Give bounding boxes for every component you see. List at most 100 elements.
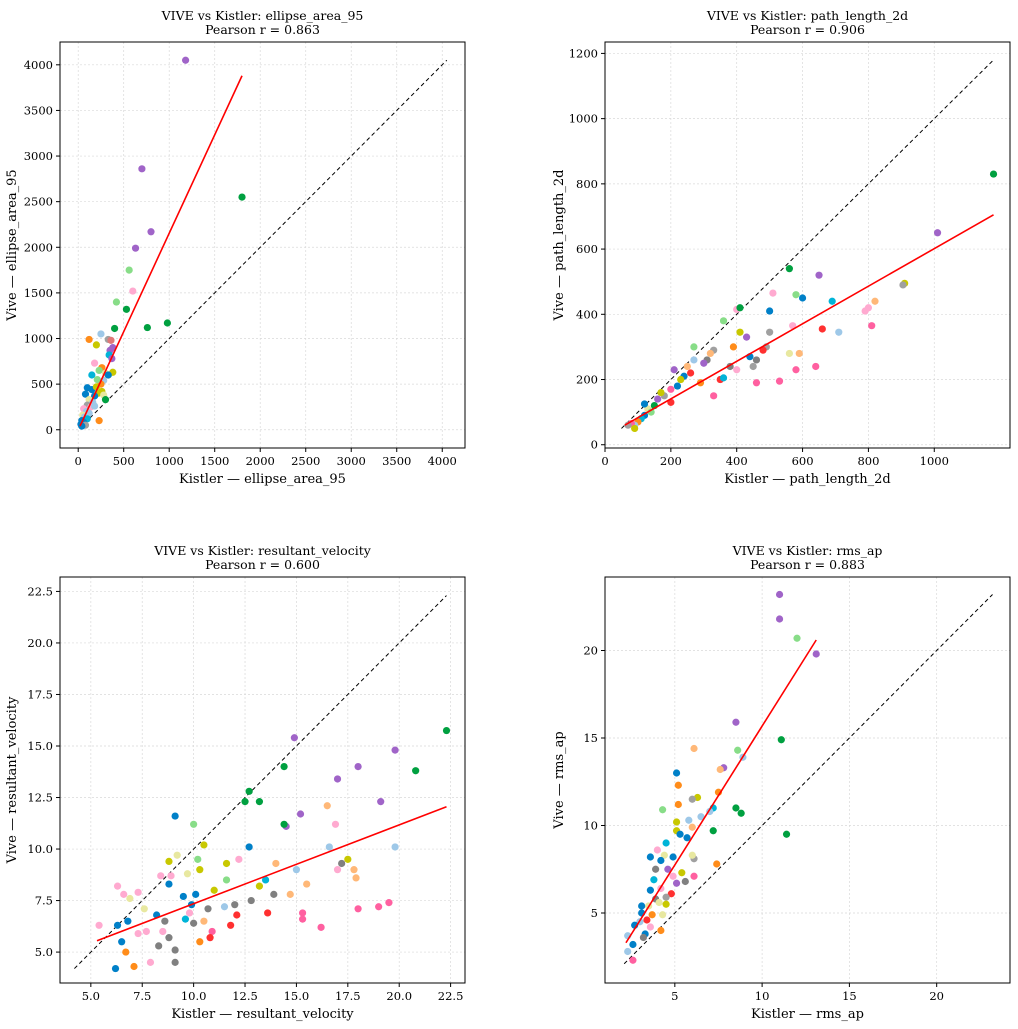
data-point xyxy=(719,317,728,325)
data-point xyxy=(795,349,803,358)
data-point xyxy=(124,917,132,925)
data-point xyxy=(624,947,632,956)
data-point xyxy=(338,859,346,868)
data-point xyxy=(111,964,120,973)
data-point xyxy=(192,890,200,898)
data-point xyxy=(681,877,689,886)
y-tick-label: 10.0 xyxy=(27,842,53,856)
data-point xyxy=(134,929,142,938)
data-point xyxy=(131,244,140,252)
data-point xyxy=(235,855,243,863)
data-point xyxy=(710,392,718,400)
data-point xyxy=(785,349,793,358)
y-tick-label: 10 xyxy=(583,819,598,833)
data-point xyxy=(122,305,131,313)
data-point xyxy=(377,798,385,806)
data-point xyxy=(835,328,843,336)
data-point xyxy=(286,890,294,898)
data-point xyxy=(227,921,235,929)
data-point xyxy=(165,857,173,866)
data-point xyxy=(88,371,96,379)
data-point xyxy=(352,874,360,882)
data-point xyxy=(317,923,325,931)
data-point xyxy=(323,802,331,810)
data-point xyxy=(652,865,660,873)
data-point xyxy=(354,905,362,913)
y-tick-label: 200 xyxy=(576,373,598,387)
data-point xyxy=(412,767,420,775)
data-point xyxy=(792,366,800,374)
data-point xyxy=(280,820,288,828)
data-point xyxy=(210,886,218,894)
data-point xyxy=(129,287,137,295)
x-tick-label: 500 xyxy=(113,454,135,468)
data-point xyxy=(375,903,383,911)
data-point xyxy=(442,726,451,735)
data-point xyxy=(672,769,681,777)
data-point xyxy=(629,940,637,949)
data-point xyxy=(104,371,112,379)
data-point xyxy=(200,917,208,925)
y-tick-label: 20.0 xyxy=(27,636,53,650)
data-point xyxy=(247,896,255,905)
data-point xyxy=(143,323,151,332)
x-tick-label: 15 xyxy=(842,989,857,1003)
chart-subtitle: Pearson r = 0.863 xyxy=(205,22,320,37)
data-point xyxy=(736,328,744,336)
data-point xyxy=(122,948,130,956)
data-point xyxy=(138,165,146,173)
data-point xyxy=(111,324,119,333)
data-point xyxy=(646,923,654,931)
y-tick-label: 1200 xyxy=(569,46,598,60)
x-tick-label: 5.0 xyxy=(82,989,100,1003)
x-tick-label: 3000 xyxy=(337,454,366,468)
plot-frame xyxy=(59,41,466,449)
x-tick-label: 17.5 xyxy=(335,989,361,1003)
y-axis-label: Vive — resultant_velocity xyxy=(5,696,20,864)
data-point xyxy=(255,882,264,890)
data-point xyxy=(92,341,101,349)
panel-path-length-2d: 0 200 400 600 800 1000 0 200 400 600 800 1000 1200 VI… xyxy=(552,8,1011,487)
data-point xyxy=(752,379,761,387)
data-point xyxy=(861,307,869,315)
data-point xyxy=(629,956,637,964)
data-point xyxy=(655,898,663,907)
data-point xyxy=(871,297,879,305)
data-point xyxy=(147,228,155,236)
plot-frame xyxy=(604,576,1011,984)
data-point xyxy=(261,876,270,884)
data-point xyxy=(85,335,93,344)
y-tick-label: 17.5 xyxy=(27,687,53,701)
data-point xyxy=(220,903,229,911)
data-point xyxy=(733,366,741,374)
data-point xyxy=(183,870,192,878)
data-point xyxy=(134,888,142,896)
data-point xyxy=(677,375,685,384)
data-point xyxy=(669,853,677,861)
data-point xyxy=(140,905,148,913)
data-point xyxy=(828,297,836,305)
data-point xyxy=(93,375,101,384)
x-tick-label: 1000 xyxy=(155,454,184,468)
data-point xyxy=(716,765,724,774)
data-point xyxy=(654,395,662,403)
chart-subtitle: Pearson r = 0.883 xyxy=(750,557,865,572)
data-point xyxy=(385,899,393,907)
data-point xyxy=(296,810,305,818)
data-point xyxy=(674,800,682,809)
data-point xyxy=(331,820,340,828)
data-point xyxy=(646,886,654,894)
data-point xyxy=(812,362,820,371)
data-point xyxy=(669,872,677,880)
data-point xyxy=(112,298,121,306)
y-tick-label: 12.5 xyxy=(27,791,53,805)
panel-resultant-velocity: 5.0 7.5 10.0 12.5 15.0 17.5 20.0 22.5 5.0 7.5 10.0… xyxy=(5,543,466,1022)
data-point xyxy=(664,865,672,873)
data-point xyxy=(683,834,691,842)
data-point xyxy=(690,872,698,880)
data-point xyxy=(95,921,103,929)
data-point xyxy=(163,319,171,327)
y-tick-label: 2500 xyxy=(24,195,53,209)
data-point xyxy=(759,346,767,354)
